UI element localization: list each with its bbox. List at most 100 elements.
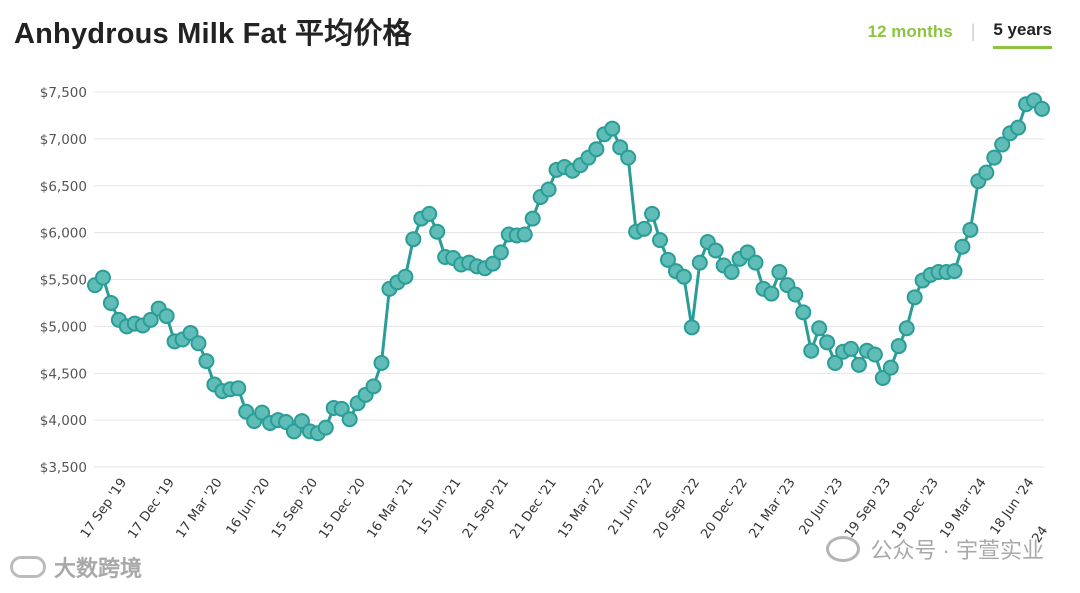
data-point[interactable] bbox=[158, 308, 175, 325]
data-point[interactable] bbox=[644, 205, 661, 222]
data-point[interactable] bbox=[604, 120, 621, 137]
x-tick-label: 21 Mar '23 bbox=[746, 476, 798, 541]
data-point[interactable] bbox=[293, 413, 310, 430]
y-tick-label: $6,000 bbox=[40, 226, 87, 242]
data-point[interactable] bbox=[707, 242, 724, 259]
x-tick-label: 19 Dec '23 bbox=[889, 476, 941, 542]
data-point[interactable] bbox=[874, 369, 891, 386]
x-tick-label: 21 Sep '21 bbox=[460, 476, 512, 541]
x-tick-label: 16 Mar '21 bbox=[365, 476, 417, 541]
data-point[interactable] bbox=[429, 223, 446, 240]
data-point[interactable] bbox=[540, 181, 557, 198]
data-point[interactable] bbox=[285, 423, 302, 440]
data-point[interactable] bbox=[954, 238, 971, 255]
data-point[interactable] bbox=[890, 338, 907, 355]
y-tick-label: $5,500 bbox=[40, 273, 87, 289]
data-point[interactable] bbox=[1034, 100, 1050, 117]
data-point[interactable] bbox=[588, 141, 605, 158]
data-point[interactable] bbox=[516, 226, 533, 243]
data-point[interactable] bbox=[636, 220, 653, 237]
grid-lines bbox=[94, 91, 1044, 468]
x-tick-label: 17 Mar '20 bbox=[174, 476, 226, 541]
data-point[interactable] bbox=[230, 380, 247, 397]
x-tick-label: 15 Dec '20 bbox=[316, 476, 368, 542]
data-point[interactable] bbox=[524, 210, 541, 227]
data-point[interactable] bbox=[803, 342, 820, 359]
x-tick-label: 17 Sep '19 bbox=[78, 476, 130, 541]
data-point[interactable] bbox=[190, 335, 207, 352]
data-point[interactable] bbox=[819, 334, 836, 351]
tab-12-months[interactable]: 12 months bbox=[867, 21, 953, 41]
data-point[interactable] bbox=[795, 304, 812, 321]
data-point[interactable] bbox=[811, 320, 828, 337]
data-point[interactable] bbox=[142, 311, 159, 328]
tab-separator: | bbox=[970, 21, 976, 41]
x-tick-label: 20 Dec '22 bbox=[698, 476, 750, 542]
data-point[interactable] bbox=[675, 268, 692, 285]
x-tick-label: 15 Mar '22 bbox=[556, 476, 608, 541]
x-tick-label: 19 Sep '23 bbox=[842, 476, 894, 541]
data-point[interactable] bbox=[850, 356, 867, 373]
data-point[interactable] bbox=[254, 404, 271, 421]
y-tick-label: $6,500 bbox=[40, 179, 87, 195]
x-tick-label: 19 Mar '24 bbox=[937, 476, 989, 541]
data-point[interactable] bbox=[691, 254, 708, 271]
x-tick-label: 15 Jun '21 bbox=[415, 476, 465, 538]
y-tick-label: $7,000 bbox=[40, 132, 87, 148]
y-tick-label: $3,500 bbox=[40, 460, 87, 476]
data-point[interactable] bbox=[102, 294, 119, 311]
y-tick-label: $4,000 bbox=[40, 413, 87, 429]
data-point[interactable] bbox=[906, 289, 923, 306]
data-point[interactable] bbox=[978, 164, 995, 181]
y-axis: $3,500 $4,000 $4,500 $5,000 $5,500 $6,000 $6,5… bbox=[40, 85, 87, 476]
data-point[interactable] bbox=[882, 359, 899, 376]
data-point[interactable] bbox=[405, 231, 422, 248]
data-point[interactable] bbox=[747, 254, 764, 271]
price-series bbox=[87, 92, 1050, 442]
data-point[interactable] bbox=[333, 400, 350, 417]
x-tick-label: 18 Jun '24 bbox=[988, 476, 1038, 538]
data-point[interactable] bbox=[843, 340, 860, 357]
data-point[interactable] bbox=[866, 346, 883, 363]
data-point[interactable] bbox=[484, 255, 501, 272]
data-point[interactable] bbox=[612, 139, 629, 156]
data-point[interactable] bbox=[787, 286, 804, 303]
data-point[interactable] bbox=[1010, 119, 1027, 136]
y-tick-label: $5,000 bbox=[40, 319, 87, 335]
data-point[interactable] bbox=[827, 354, 844, 371]
tab-5-years[interactable]: 5 years bbox=[993, 20, 1052, 49]
data-point[interactable] bbox=[723, 264, 740, 280]
data-point[interactable] bbox=[421, 205, 438, 222]
x-tick-label: 17 Dec '19 bbox=[125, 476, 177, 542]
data-point[interactable] bbox=[962, 221, 979, 238]
y-tick-label: $7,500 bbox=[40, 85, 87, 101]
data-point[interactable] bbox=[994, 136, 1011, 153]
data-point[interactable] bbox=[198, 353, 215, 370]
chart-title: Anhydrous Milk Fat 平均价格 bbox=[14, 18, 412, 50]
data-point[interactable] bbox=[898, 320, 915, 337]
data-point[interactable] bbox=[94, 269, 111, 286]
x-tick-label: 21 Dec '21 bbox=[507, 476, 559, 542]
data-point[interactable] bbox=[763, 285, 780, 302]
x-tick-label: 21 Jun '22 bbox=[606, 476, 656, 538]
range-tabs: 12 months | 5 years bbox=[868, 20, 1052, 49]
data-point[interactable] bbox=[659, 251, 676, 268]
data-point[interactable] bbox=[620, 149, 637, 166]
x-tick-label: 24 bbox=[1029, 524, 1051, 546]
data-point[interactable] bbox=[317, 419, 334, 436]
data-point[interactable] bbox=[373, 354, 390, 371]
data-point[interactable] bbox=[739, 244, 756, 261]
x-tick-label: 20 Sep '22 bbox=[651, 476, 703, 541]
data-point[interactable] bbox=[771, 264, 788, 280]
data-point[interactable] bbox=[365, 378, 382, 395]
data-point[interactable] bbox=[683, 319, 700, 336]
data-point[interactable] bbox=[182, 324, 199, 341]
data-point[interactable] bbox=[946, 263, 963, 280]
data-point[interactable] bbox=[341, 411, 358, 428]
data-point[interactable] bbox=[397, 268, 414, 285]
data-point[interactable] bbox=[492, 244, 509, 261]
data-point[interactable] bbox=[652, 232, 669, 249]
x-tick-label: 16 Jun '20 bbox=[224, 476, 274, 538]
data-point[interactable] bbox=[986, 149, 1003, 166]
